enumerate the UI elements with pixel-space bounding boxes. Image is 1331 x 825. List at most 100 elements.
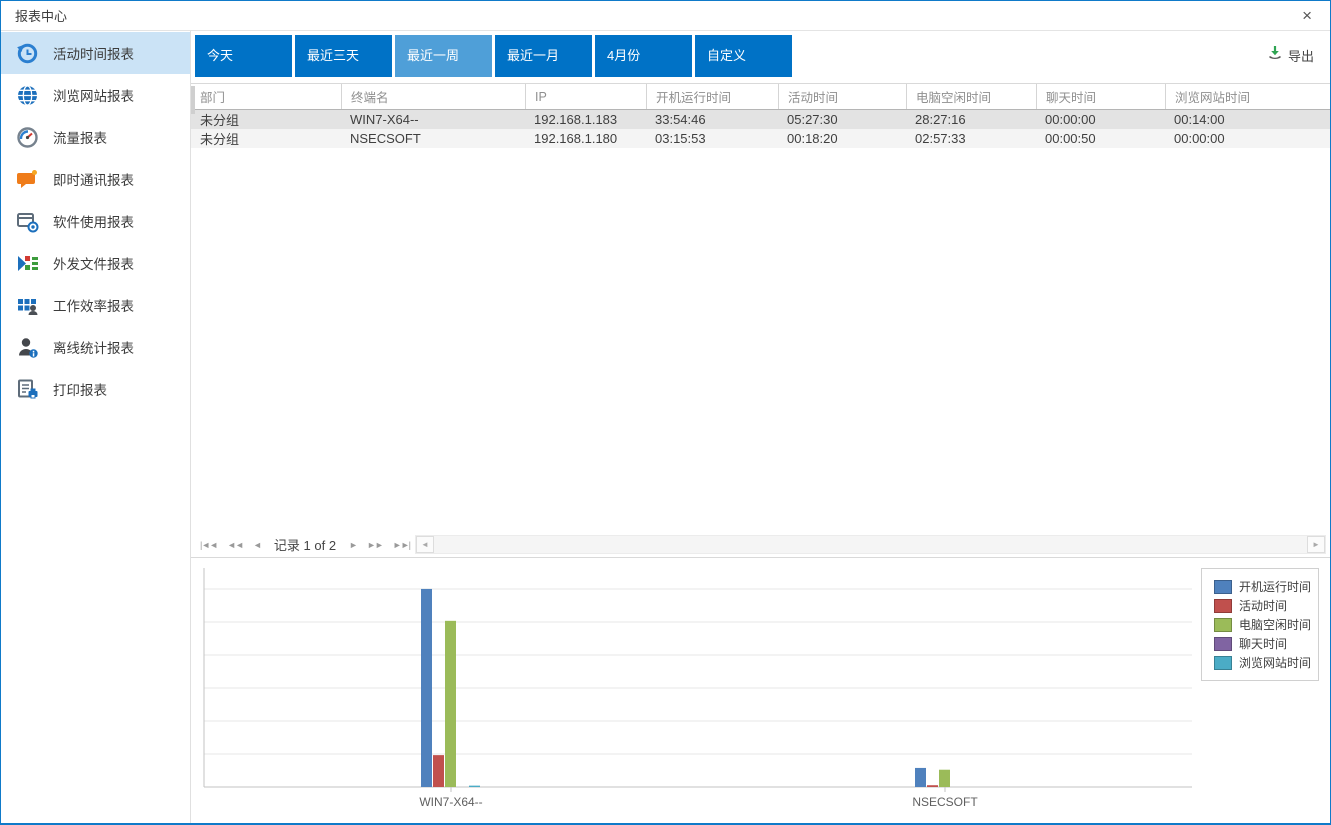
table-cell: 03:15:53: [655, 131, 706, 146]
prev-record-button[interactable]: ◄: [252, 539, 262, 550]
horizontal-scrollbar[interactable]: ◄ ►: [414, 535, 1326, 554]
first-record-button[interactable]: |◄◄: [200, 539, 218, 550]
tab-2[interactable]: 最近三天: [295, 35, 392, 77]
title-bar: 报表中心 ×: [1, 1, 1330, 31]
sidebar-item-label: 浏览网站报表: [53, 89, 134, 104]
legend-swatch: [1214, 636, 1232, 651]
table-cell: 33:54:46: [655, 112, 706, 127]
legend-swatch: [1214, 655, 1232, 670]
window-title: 报表中心: [15, 9, 68, 24]
column-header[interactable]: IP: [525, 84, 646, 109]
table-row[interactable]: 未分组 NSECSOFT 192.168.1.180 03:15:53 00:18:20…: [191, 129, 1330, 148]
chat-bubble-icon: [15, 167, 39, 191]
table-cell: 05:27:30: [787, 112, 838, 127]
sidebar-item-6[interactable]: 外发文件报表: [1, 242, 190, 284]
offline-user-icon: [15, 335, 39, 359]
sidebar-item-1[interactable]: 活动时间报表: [1, 32, 190, 74]
sidebar-item-label: 外发文件报表: [53, 257, 134, 272]
table-cell: 00:00:00: [1045, 112, 1096, 127]
bar-NSECSOFT-电脑空闲时间: [939, 769, 950, 787]
tab-3[interactable]: 最近一周: [395, 35, 492, 77]
legend-item: 电脑空闲时间: [1214, 615, 1318, 634]
content-area: 今天 最近三天 最近一周 最近一月 4月份 自定义 导出 部门 终端名 IP 开机运行时间 活动时…: [191, 31, 1330, 823]
table-cell: 未分组: [200, 113, 240, 128]
sidebar-item-3[interactable]: 流量报表: [1, 116, 190, 158]
table-cell: WIN7-X64--: [350, 112, 419, 127]
gauge-icon: [15, 125, 39, 149]
column-header[interactable]: 活动时间: [778, 84, 906, 109]
table-cell: 28:27:16: [915, 112, 966, 127]
column-header[interactable]: 浏览网站时间: [1165, 84, 1330, 109]
category-label: WIN7-X64--: [419, 795, 482, 809]
category-label: NSECSOFT: [912, 795, 978, 809]
bar-NSECSOFT-活动时间: [927, 785, 938, 787]
table-cell: 02:57:33: [915, 131, 966, 146]
legend-label: 活动时间: [1239, 599, 1288, 613]
table-cell: 00:18:20: [787, 131, 838, 146]
legend-item: 活动时间: [1214, 596, 1318, 615]
sidebar-item-4[interactable]: 即时通讯报表: [1, 158, 190, 200]
table-header: 部门 终端名 IP 开机运行时间 活动时间 电脑空闲时间 聊天时间 浏览网站时间: [191, 84, 1330, 110]
legend-label: 聊天时间: [1239, 637, 1288, 651]
bar-WIN7-X64---浏览网站时间: [469, 785, 480, 787]
tab-5[interactable]: 4月份: [595, 35, 692, 77]
legend-item: 浏览网站时间: [1214, 653, 1318, 672]
scroll-right-button[interactable]: ►: [1307, 536, 1325, 553]
next-page-button[interactable]: ►►: [366, 539, 384, 550]
column-header[interactable]: 电脑空闲时间: [906, 84, 1036, 109]
close-icon[interactable]: ×: [1302, 6, 1312, 25]
legend-label: 开机运行时间: [1239, 580, 1312, 594]
column-header[interactable]: 终端名: [341, 84, 525, 109]
table-cell: 00:14:00: [1174, 112, 1225, 127]
column-header[interactable]: 开机运行时间: [646, 84, 778, 109]
chart-legend: 开机运行时间 活动时间电脑空闲时间聊天时间浏览网站时间: [1201, 568, 1319, 681]
chart-panel: WIN7-X64-- NSECSOFT 开机运行时间 活动时间电脑空闲时间聊天时间浏…: [191, 557, 1330, 823]
scroll-left-button[interactable]: ◄: [415, 536, 434, 553]
export-label: 导出: [1287, 49, 1314, 64]
table-row[interactable]: 未分组 WIN7-X64-- 192.168.1.183 33:54:46 05:27:…: [191, 110, 1330, 129]
sidebar-item-label: 即时通讯报表: [53, 173, 134, 188]
software-window-icon: [15, 209, 39, 233]
history-clock-icon: [15, 41, 39, 65]
legend-item: 聊天时间: [1214, 634, 1318, 653]
table-cell: NSECSOFT: [350, 131, 421, 146]
sidebar-item-label: 活动时间报表: [53, 47, 134, 62]
legend-swatch: [1214, 579, 1232, 594]
next-record-button[interactable]: ►: [349, 539, 358, 550]
last-record-button[interactable]: ►►|: [392, 539, 411, 550]
tab-6[interactable]: 自定义: [695, 35, 792, 77]
bar-WIN7-X64---活动时间: [433, 755, 444, 787]
table-cell: 192.168.1.180: [534, 131, 618, 146]
legend-swatch: [1214, 617, 1232, 632]
tab-4[interactable]: 最近一月: [495, 35, 592, 77]
column-header[interactable]: 部门: [200, 91, 226, 105]
table-cell: 00:00:00: [1174, 131, 1225, 146]
record-count-text: 记录 1 of 2: [273, 538, 337, 553]
bar-NSECSOFT-开机运行时间: [915, 767, 926, 787]
legend-label: 浏览网站时间: [1239, 656, 1312, 670]
prev-page-button[interactable]: ◄◄: [227, 539, 244, 550]
table-cell: 192.168.1.183: [534, 112, 618, 127]
column-header[interactable]: 聊天时间: [1036, 84, 1165, 109]
globe-icon: [15, 83, 39, 107]
tab-1[interactable]: 今天: [195, 35, 292, 77]
export-button[interactable]: 导出: [1267, 45, 1314, 66]
print-report-icon: [15, 377, 39, 401]
record-navigator: |◄◄ ◄◄ ◄ 记录 1 of 2 ► ►► ►►| ◄ ►: [191, 532, 1330, 557]
legend-item: 开机运行时间: [1214, 577, 1318, 596]
sidebar-item-7[interactable]: 工作效率报表: [1, 284, 190, 326]
sidebar-item-9[interactable]: 打印报表: [1, 368, 190, 410]
sidebar-item-8[interactable]: 离线统计报表: [1, 326, 190, 368]
sidebar-item-2[interactable]: 浏览网站报表: [1, 74, 190, 116]
bar-WIN7-X64---电脑空闲时间: [445, 620, 456, 787]
sidebar-item-label: 工作效率报表: [53, 299, 134, 314]
efficiency-blocks-icon: [15, 293, 39, 317]
sidebar-item-label: 流量报表: [53, 131, 107, 146]
sidebar-item-5[interactable]: 软件使用报表: [1, 200, 190, 242]
vertical-scrollbar-thumb[interactable]: [191, 86, 195, 114]
download-icon: [1267, 45, 1283, 66]
table-empty-area: [191, 148, 1330, 532]
bar-WIN7-X64---开机运行时间: [421, 588, 432, 787]
table-cell: 未分组: [200, 132, 240, 147]
